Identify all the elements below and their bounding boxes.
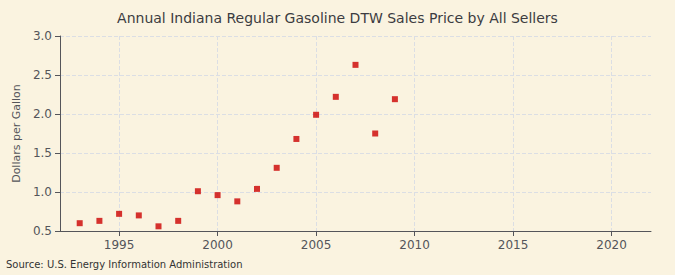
svg-text:2015: 2015 <box>498 238 529 252</box>
svg-text:2005: 2005 <box>301 238 332 252</box>
svg-text:1.5: 1.5 <box>33 146 52 160</box>
svg-text:0.5: 0.5 <box>33 224 52 238</box>
svg-text:2010: 2010 <box>399 238 430 252</box>
svg-text:3.0: 3.0 <box>33 29 52 43</box>
svg-text:2.0: 2.0 <box>33 107 52 121</box>
svg-text:Source: U.S. Energy Informatio: Source: U.S. Energy Information Administ… <box>6 259 243 270</box>
svg-text:2020: 2020 <box>596 238 627 252</box>
svg-text:Annual Indiana Regular Gasolin: Annual Indiana Regular Gasoline DTW Sale… <box>117 10 558 26</box>
svg-text:1995: 1995 <box>104 238 135 252</box>
svg-text:2.5: 2.5 <box>33 68 52 82</box>
svg-text:1.0: 1.0 <box>33 185 52 199</box>
svg-text:2000: 2000 <box>202 238 233 252</box>
svg-text:Dollars per Gallon: Dollars per Gallon <box>10 84 23 183</box>
